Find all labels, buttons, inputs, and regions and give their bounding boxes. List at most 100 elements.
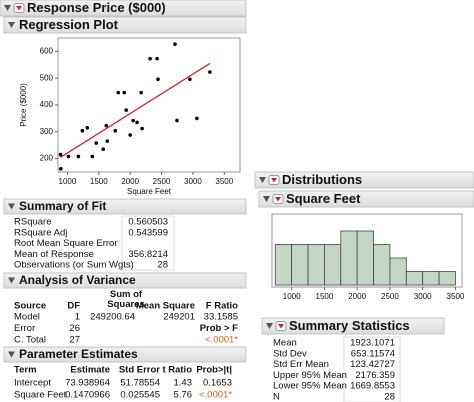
data-point [90, 154, 95, 159]
x-tick-label: 2000 [121, 177, 139, 186]
table-cell: 5.76 [174, 390, 193, 401]
stat-label: Root Mean Square Error [14, 238, 118, 249]
table-cell: 51.78554 [120, 378, 160, 389]
data-point [104, 123, 109, 128]
table-cell: Error [14, 323, 35, 334]
disclosure-toggle[interactable] [266, 323, 273, 329]
fit-line [60, 62, 211, 158]
y-tick-label: 600 [40, 47, 54, 56]
x-tick-label: 3500 [215, 177, 233, 186]
x-tick-label: 1000 [283, 292, 301, 301]
x-axis-title: Square Feet [127, 187, 172, 196]
red-triangle-icon [278, 324, 284, 329]
stat-label: Std Dev [273, 348, 307, 359]
stat-label: Lower 95% Mean [273, 381, 347, 392]
stat-label: N [273, 392, 280, 402]
stat-label: Std Err Mean [273, 359, 329, 370]
histogram-bar [340, 230, 358, 286]
section-title: Distributions [282, 172, 362, 187]
disclosure-toggle[interactable] [8, 22, 15, 28]
disclosure-toggle[interactable] [8, 277, 15, 284]
stat-value: 123.42727 [350, 359, 395, 370]
stat-label: Upper 95% Mean [273, 370, 347, 381]
table-cell: Prob > F [200, 323, 238, 334]
data-point [85, 125, 90, 130]
data-point [116, 90, 121, 95]
table-cell: Intercept [14, 378, 51, 389]
data-point [175, 118, 179, 123]
header-bar [0, 0, 247, 17]
x-tick-label: 2500 [381, 292, 399, 301]
data-point [58, 152, 63, 157]
column-header: Estimate [70, 365, 110, 376]
table-cell: 0.1653 [203, 378, 232, 389]
data-point [131, 118, 135, 123]
stat-label: RSquare [14, 217, 52, 228]
disclosure-toggle[interactable] [8, 351, 15, 358]
table-cell: 33.1585 [204, 312, 238, 323]
data-point [139, 90, 143, 95]
table-cell: 0.1470966 [65, 390, 110, 401]
red-triangle-icon [271, 178, 277, 183]
data-point [155, 56, 159, 61]
value-column [343, 336, 401, 402]
y-axis-title: Price ($000) [19, 83, 28, 127]
histogram-bar [438, 271, 456, 286]
data-point [76, 154, 81, 159]
column-header: F Ratio [206, 301, 238, 312]
table-cell: 249200.64 [90, 312, 135, 323]
data-point [140, 126, 144, 131]
column-header: Source [14, 301, 46, 312]
histogram-bar [422, 271, 440, 286]
stat-value: 0.543599 [128, 227, 168, 238]
plot-frame [57, 37, 241, 173]
header-bar [261, 317, 445, 335]
x-tick-label: 3000 [414, 292, 432, 301]
column-header: Prob>|t| [196, 365, 232, 376]
histogram-bar [324, 244, 342, 286]
histogram-bar [405, 271, 424, 286]
column-header-text: Sum of Squares [107, 290, 145, 310]
data-point [80, 128, 85, 133]
table-cell: Model [14, 312, 40, 323]
x-tick-label: 1000 [59, 177, 77, 186]
data-point [101, 147, 106, 152]
data-point [105, 139, 110, 143]
y-tick-label: 300 [40, 127, 54, 136]
data-point [59, 166, 63, 171]
table-cell: <.0001* [199, 390, 232, 401]
header-bar [3, 198, 247, 215]
stat-value: 28 [157, 260, 168, 271]
header-bar [3, 272, 247, 289]
table-cell: 26 [69, 323, 80, 334]
histogram-bar [389, 257, 407, 286]
table-cell: 27 [69, 335, 80, 346]
column-header: DF [67, 301, 80, 312]
x-tick-label: 2500 [153, 177, 171, 186]
header-bar [258, 190, 474, 208]
data-point [128, 133, 132, 137]
stat-label: Observations (or Sum Wgts) [14, 260, 134, 271]
x-tick-label: 1500 [316, 292, 334, 301]
disclosure-toggle[interactable] [8, 203, 15, 210]
header-bar [3, 16, 247, 34]
section-title: Square Feet [286, 191, 361, 206]
disclosure-toggle[interactable] [263, 196, 270, 202]
x-tick-label: 3500 [447, 292, 465, 301]
disclosure-toggle[interactable] [259, 177, 266, 183]
histogram-bar [356, 230, 374, 286]
column-header: t Ratio [162, 365, 192, 376]
table-cell: <.0001* [205, 335, 238, 346]
y-tick-label: 400 [40, 100, 54, 109]
stat-label: Mean [273, 338, 297, 349]
y-tick-label: 200 [40, 154, 54, 163]
section-title: Summary of Fit [19, 199, 106, 213]
column-header: Term [14, 365, 37, 376]
data-point [124, 108, 129, 112]
stat-label: Mean of Response [14, 249, 94, 260]
stat-value: 2176.359 [355, 370, 395, 381]
data-point [135, 120, 139, 125]
disclosure-toggle[interactable] [4, 5, 11, 11]
x-tick-label: 3000 [184, 177, 202, 186]
